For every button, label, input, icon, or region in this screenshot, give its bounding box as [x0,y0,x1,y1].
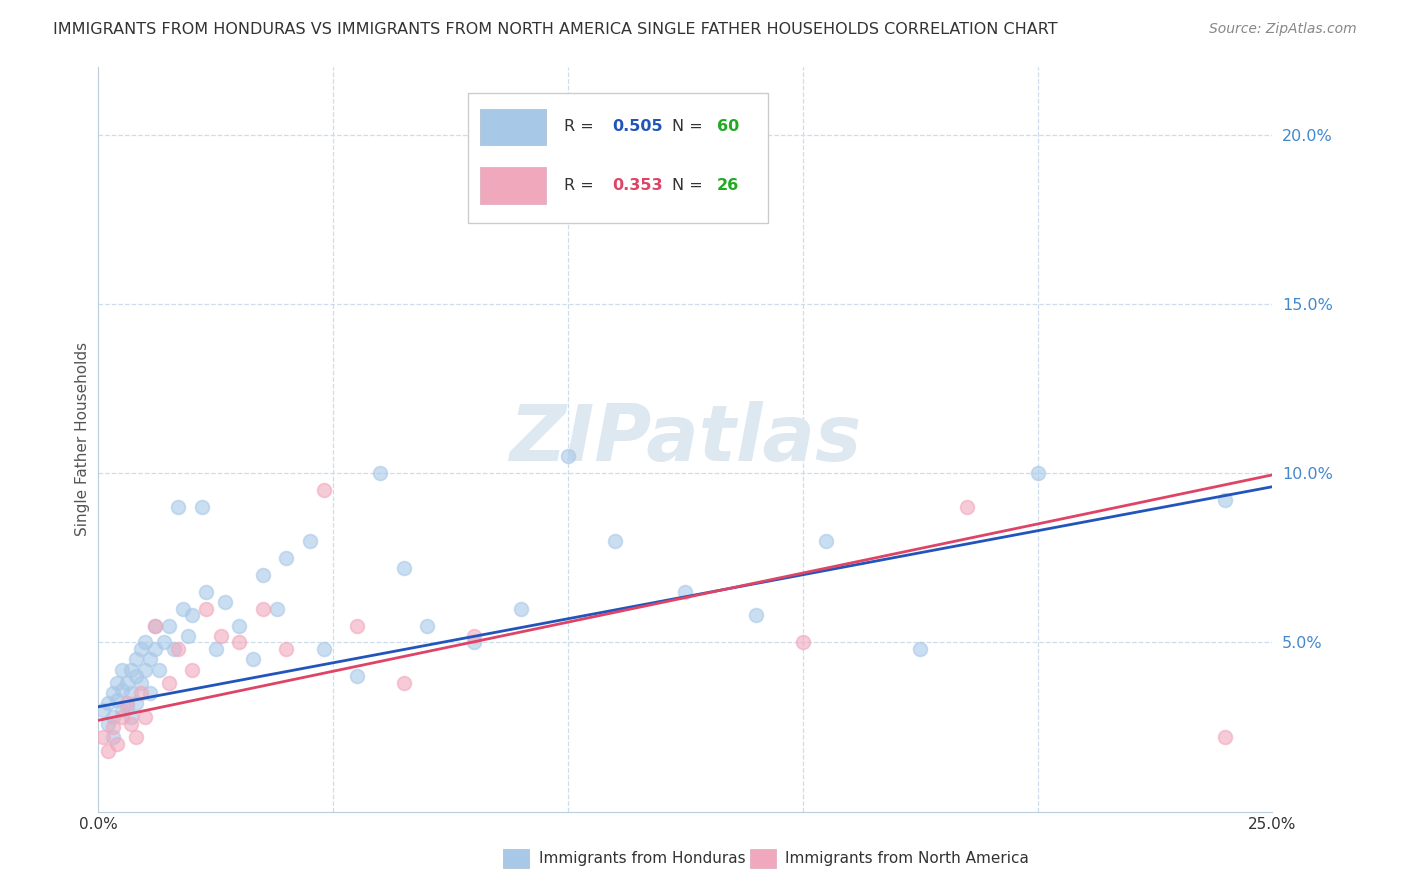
FancyBboxPatch shape [749,849,776,868]
Point [111,703,134,717]
Point [312,483,335,497]
Point [190,500,212,514]
Point [266,601,288,615]
Point [120,716,142,731]
Point [120,663,142,677]
Point [346,669,368,683]
Point [312,642,335,657]
Point [148,663,170,677]
Point [139,652,162,666]
Point [111,663,134,677]
Point [195,584,218,599]
Point [956,500,979,514]
Point [368,466,391,480]
Point [276,550,298,565]
Text: Immigrants from North America: Immigrants from North America [785,851,1029,866]
Point [205,642,228,657]
Point [91,730,114,744]
Point [115,697,138,711]
Point [129,642,152,657]
Point [101,710,124,724]
Point [392,676,415,690]
Point [792,635,814,649]
Point [105,676,128,690]
Point [815,533,838,548]
Point [97,697,120,711]
Point [120,710,142,724]
Point [115,676,138,690]
Point [1215,730,1237,744]
Point [463,635,485,649]
FancyBboxPatch shape [503,849,529,868]
Text: ZIPatlas: ZIPatlas [509,401,862,477]
Point [167,500,190,514]
Point [143,618,166,632]
Point [745,608,768,623]
Point [172,601,194,615]
Point [1215,493,1237,508]
Point [111,682,134,697]
Point [125,669,148,683]
Point [115,699,138,714]
Text: Immigrants from Honduras: Immigrants from Honduras [538,851,745,866]
Point [195,601,218,615]
Point [675,584,697,599]
Point [298,533,321,548]
Point [603,533,626,548]
Point [181,663,204,677]
Point [416,618,439,632]
Point [242,652,264,666]
Point [134,710,156,724]
Point [153,635,176,649]
Point [181,608,204,623]
Point [157,676,180,690]
Text: Source: ZipAtlas.com: Source: ZipAtlas.com [1209,22,1357,37]
Point [143,618,166,632]
Point [176,629,198,643]
Point [228,635,250,649]
Point [1026,466,1049,480]
Point [252,601,274,615]
Point [392,561,415,575]
Point [105,737,128,751]
Y-axis label: Single Father Households: Single Father Households [75,343,90,536]
Text: IMMIGRANTS FROM HONDURAS VS IMMIGRANTS FROM NORTH AMERICA SINGLE FATHER HOUSEHOL: IMMIGRANTS FROM HONDURAS VS IMMIGRANTS F… [53,22,1059,37]
Point [105,693,128,707]
Point [120,686,142,700]
Point [167,642,190,657]
Point [125,652,148,666]
Point [101,686,124,700]
Point [91,703,114,717]
Point [157,618,180,632]
Point [139,686,162,700]
Point [276,642,298,657]
Point [346,618,368,632]
Point [101,730,124,744]
Point [908,642,931,657]
Point [97,744,120,758]
Point [101,720,124,734]
Point [134,635,156,649]
Point [214,595,236,609]
Point [228,618,250,632]
Point [97,716,120,731]
Point [209,629,232,643]
Point [111,710,134,724]
Point [162,642,184,657]
Point [125,697,148,711]
Point [134,663,156,677]
Point [510,601,533,615]
Point [129,676,152,690]
Point [143,642,166,657]
Point [129,686,152,700]
Point [252,567,274,582]
Point [125,730,148,744]
Point [557,449,579,463]
Point [463,629,485,643]
